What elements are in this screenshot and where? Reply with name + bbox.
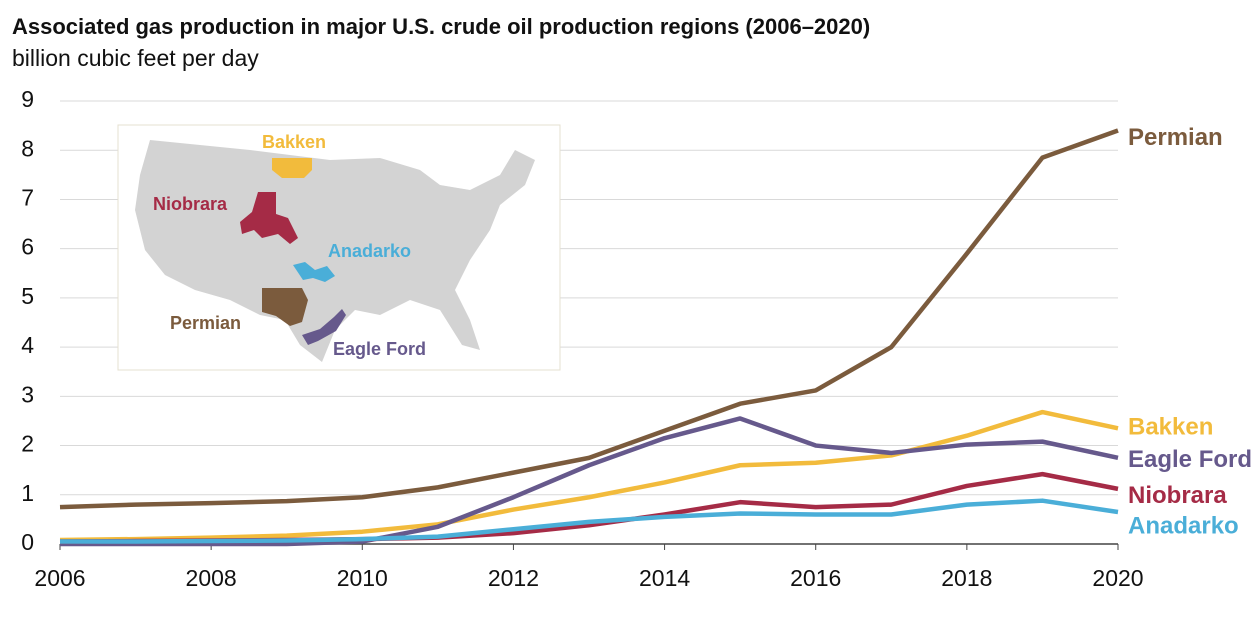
series-label: Anadarko [1128,512,1239,539]
y-tick-label: 8 [21,135,34,161]
x-tick-label: 2008 [186,565,237,591]
eagle-ford-area [302,309,346,345]
series-label: Permian [1128,124,1223,151]
permian-area [262,288,308,326]
y-tick-label: 1 [21,480,34,506]
chart-title: Associated gas production in major U.S. … [12,14,870,39]
y-tick-label: 2 [21,431,34,457]
series-line [60,498,1119,544]
x-tick-label: 2018 [941,565,992,591]
y-tick-label: 5 [21,283,34,309]
niobrara-area [240,192,298,244]
map-label: Anadarko [328,241,411,261]
map-label: Niobrara [153,194,228,214]
y-tick-label: 4 [21,332,34,358]
bakken-area [272,158,312,178]
x-tick-label: 2020 [1092,565,1143,591]
series-label: Niobrara [1128,482,1227,509]
map-label: Eagle Ford [333,339,426,359]
series-label: Eagle Ford [1128,446,1252,473]
x-tick-label: 2010 [337,565,388,591]
y-tick-label: 9 [21,86,34,112]
x-tick-label: 2014 [639,565,690,591]
y-tick-label: 6 [21,234,34,260]
anadarko-area [293,262,335,282]
series-line [59,409,1119,543]
y-tick-label: 3 [21,381,34,407]
x-tick-label: 2016 [790,565,841,591]
series-line [59,128,1119,510]
y-tick-label: 7 [21,185,34,211]
x-tick-label: 2006 [34,565,85,591]
chart-subtitle: billion cubic feet per day [12,45,259,71]
map-label: Permian [170,313,241,333]
y-tick-label: 0 [21,529,34,555]
map-label: Bakken [262,132,326,152]
us-map [135,140,535,362]
x-tick-label: 2012 [488,565,539,591]
series-line [60,416,1119,547]
inset-map: Bakken Niobrara Anadarko Permian Eagle F… [117,124,561,371]
series-label: Bakken [1128,414,1213,441]
